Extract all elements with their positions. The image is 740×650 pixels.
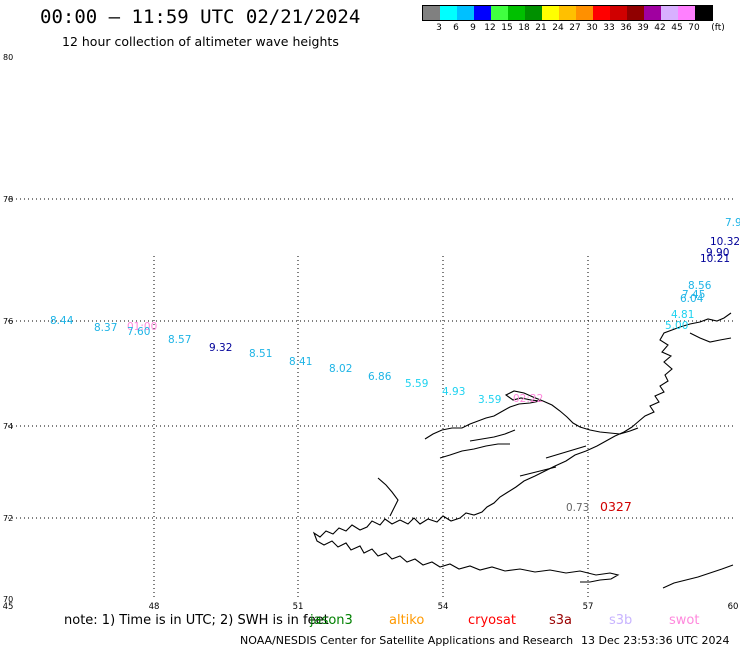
legend-swatch: [525, 6, 542, 20]
sat-label-jason3: jason3: [310, 613, 353, 628]
coastline-island-sw: [662, 564, 734, 589]
wave-height-label: 8.02: [329, 363, 352, 375]
sat-label-swot: swot: [669, 613, 700, 628]
wave-height-label: 4.81: [671, 309, 694, 321]
coastline-inlet-1: [439, 443, 510, 459]
legend-tick-label: 15: [501, 23, 513, 33]
legend-tick-label: 12: [484, 23, 496, 33]
color-legend: 3 6 9 12 15 18 21 24 27 30 33 36 39 42 45 70 (ft): [422, 5, 725, 33]
sat-label-altiko: altiko: [389, 613, 425, 628]
legend-swatch: [627, 6, 644, 20]
wave-height-label: 0327: [600, 499, 632, 514]
longitude-label: 60: [728, 602, 739, 612]
wave-height-label: 9.32: [209, 342, 232, 354]
legend-tick-label: 39: [637, 23, 649, 33]
legend-swatch: [440, 6, 457, 20]
wave-height-label: 4.93: [442, 386, 465, 398]
wave-height-label: 9.90: [706, 247, 729, 259]
longitude-label: 51: [293, 602, 304, 612]
legend-tick-labels: 3 6 9 12 15 18 21 24 27 30 33 36 39 42 45 70 (ft): [422, 21, 725, 33]
legend-swatch: [491, 6, 508, 20]
legend-swatch: [678, 6, 695, 20]
wave-height-label: 7.60: [127, 326, 150, 338]
longitude-label: 54: [438, 602, 449, 612]
legend-swatch: [559, 6, 576, 20]
legend-tick-label: 18: [518, 23, 530, 33]
coastline-inlet-6: [689, 332, 732, 343]
longitude-label: 48: [149, 602, 160, 612]
legend-tick-label: 70: [688, 23, 700, 33]
legend-tick-label: 9: [470, 23, 476, 33]
legend-swatch: [661, 6, 678, 20]
legend-tick-label: 27: [569, 23, 581, 33]
latitude-label: 76: [3, 317, 13, 326]
sat-label-s3b: s3b: [609, 613, 633, 628]
legend-swatch: [457, 6, 474, 20]
legend-tick-label: (ft): [711, 23, 725, 33]
footer-timestamp: 13 Dec 23:53:36 UTC 2024: [581, 634, 730, 647]
wave-height-label: 01:00: [127, 321, 157, 333]
legend-swatch: [508, 6, 525, 20]
page-subtitle: 12 hour collection of altimeter wave hei…: [62, 34, 339, 49]
wave-height-label: 8.44: [50, 315, 74, 327]
greenland-coastline: [312, 312, 734, 589]
wave-height-label: 0.73: [566, 502, 589, 514]
wave-height-label: 7.45: [682, 289, 705, 301]
wave-height-label: 8.37: [94, 322, 117, 334]
legend-tick-label: 42: [654, 23, 666, 33]
wave-height-label: 10.32: [710, 236, 740, 248]
wave-height-label: 8.56: [688, 280, 712, 292]
coastline-south-west: [312, 312, 732, 583]
legend-swatch: [593, 6, 610, 20]
legend-swatch: [423, 6, 440, 20]
wave-height-label: 10.21: [700, 253, 730, 265]
coastline-inlet-2: [469, 429, 516, 442]
wave-height-label: 8.41: [289, 356, 312, 368]
legend-swatch: [695, 6, 712, 20]
footer-credit: NOAA/NESDIS Center for Satellite Applica…: [240, 634, 574, 647]
wave-height-label: 3.59: [478, 394, 501, 406]
wave-height-label: 6.04: [680, 293, 704, 305]
legend-swatch: [542, 6, 559, 20]
longitude-label: 45: [3, 602, 14, 612]
coastline-inlet-5: [377, 477, 399, 517]
legend-tick-label: 6: [453, 23, 459, 33]
wave-height-label: 6.86: [368, 371, 392, 383]
legend-swatch: [644, 6, 661, 20]
wave-height-label: 02:22: [513, 393, 543, 405]
latitude-label: 70: [3, 595, 13, 604]
latitude-label: 78: [3, 195, 13, 204]
latitude-label: 80: [3, 53, 13, 62]
wave-height-label: 5.59: [405, 378, 428, 390]
legend-tick-label: 45: [671, 23, 683, 33]
wave-height-label: 5.00: [665, 320, 688, 332]
page-title: 00:00 – 11:59 UTC 02/21/2024: [40, 6, 361, 28]
observation-marks: 8.44 8.37 01:007.60 8.57 9.32 8.51 8.41 8.02 6.8…: [50, 217, 740, 514]
legend-tick-label: 21: [535, 23, 547, 33]
legend-swatches: [422, 5, 713, 21]
wave-height-label: 7.9: [725, 217, 740, 229]
coastline-inlet-4: [519, 466, 557, 477]
wave-height-label: 8.51: [249, 348, 272, 360]
coastline-north: [424, 390, 639, 440]
latitude-label: 72: [3, 514, 13, 523]
note-text: note: 1) Time is in UTC; 2) SWH is in fe…: [64, 613, 329, 628]
legend-tick-label: 33: [603, 23, 615, 33]
sat-label-cryosat: cryosat: [468, 613, 516, 628]
wave-height-label: 8.57: [168, 334, 191, 346]
latitude-label: 74: [3, 422, 13, 431]
legend-tick-label: 3: [436, 23, 442, 33]
legend-tick-label: 30: [586, 23, 598, 33]
legend-swatch: [474, 6, 491, 20]
legend-tick-label: 36: [620, 23, 632, 33]
longitude-label: 57: [583, 602, 594, 612]
legend-swatch: [576, 6, 593, 20]
legend-tick-label: 24: [552, 23, 564, 33]
coastline-inlet-3: [545, 445, 587, 459]
sat-label-s3a: s3a: [549, 613, 573, 628]
legend-swatch: [610, 6, 627, 20]
